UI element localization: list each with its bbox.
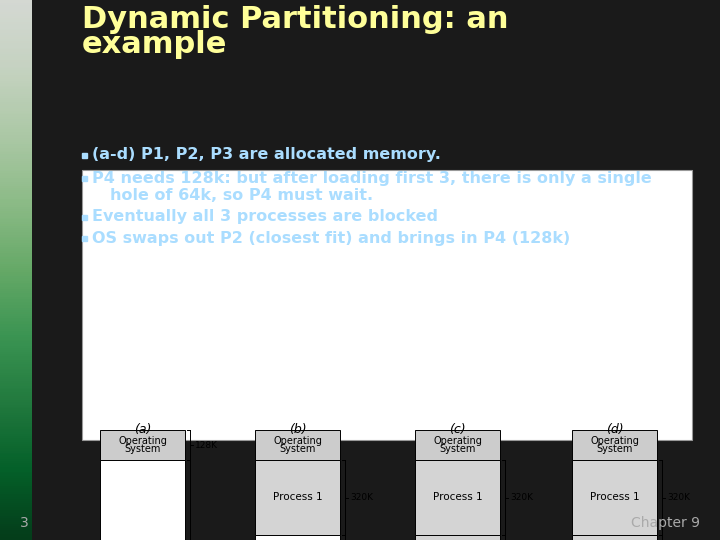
Bar <box>82 235 87 240</box>
Text: Process 1: Process 1 <box>590 492 639 503</box>
Bar <box>82 152 87 158</box>
Bar <box>82 176 87 180</box>
Text: Process 1: Process 1 <box>273 492 323 503</box>
Bar <box>100 430 185 460</box>
Bar <box>255 430 340 460</box>
Text: (c): (c) <box>449 423 466 436</box>
Text: P4 needs 128k: but after loading first 3, there is only a single: P4 needs 128k: but after loading first 3… <box>92 171 652 186</box>
Text: System: System <box>439 444 476 454</box>
Text: Dynamic Partitioning: an: Dynamic Partitioning: an <box>82 5 508 34</box>
Text: System: System <box>279 444 315 454</box>
Text: 128K: 128K <box>195 441 218 449</box>
Text: (d): (d) <box>606 423 624 436</box>
Text: 320K: 320K <box>667 493 690 502</box>
Text: example: example <box>82 30 228 59</box>
Bar <box>415 460 500 535</box>
Bar <box>82 214 87 219</box>
Text: 320K: 320K <box>510 493 533 502</box>
Text: (b): (b) <box>289 423 306 436</box>
Text: Operating: Operating <box>273 436 322 446</box>
Text: Process 1: Process 1 <box>433 492 482 503</box>
Text: OS swaps out P2 (closest fit) and brings in P4 (128k): OS swaps out P2 (closest fit) and brings… <box>92 231 570 246</box>
Bar <box>100 460 185 540</box>
Bar <box>255 535 340 540</box>
Bar <box>572 535 657 540</box>
Text: Operating: Operating <box>433 436 482 446</box>
Text: (a): (a) <box>134 423 151 436</box>
Bar <box>82 170 692 440</box>
Text: (a-d) P1, P2, P3 are allocated memory.: (a-d) P1, P2, P3 are allocated memory. <box>92 147 441 163</box>
Text: Eventually all 3 processes are blocked: Eventually all 3 processes are blocked <box>92 210 438 225</box>
Text: 3: 3 <box>20 516 29 530</box>
Text: Operating: Operating <box>590 436 639 446</box>
Text: System: System <box>596 444 633 454</box>
Bar <box>255 460 340 535</box>
Text: System: System <box>125 444 161 454</box>
Bar <box>572 460 657 535</box>
Text: hole of 64k, so P4 must wait.: hole of 64k, so P4 must wait. <box>110 187 373 202</box>
Bar <box>415 535 500 540</box>
Text: Chapter 9: Chapter 9 <box>631 516 700 530</box>
Text: Operating: Operating <box>118 436 167 446</box>
Bar <box>572 430 657 460</box>
Bar <box>415 430 500 460</box>
Text: 320K: 320K <box>350 493 373 502</box>
